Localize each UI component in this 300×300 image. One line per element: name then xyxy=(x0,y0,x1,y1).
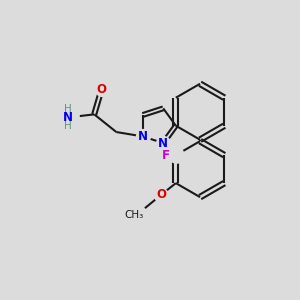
Text: F: F xyxy=(162,149,170,162)
Text: CH₃: CH₃ xyxy=(124,210,143,220)
Text: H: H xyxy=(64,104,72,114)
Text: N: N xyxy=(63,111,73,124)
Text: O: O xyxy=(156,188,166,201)
Text: H: H xyxy=(64,121,72,130)
Text: N: N xyxy=(158,136,168,150)
Text: O: O xyxy=(97,83,106,96)
Text: N: N xyxy=(138,130,148,143)
